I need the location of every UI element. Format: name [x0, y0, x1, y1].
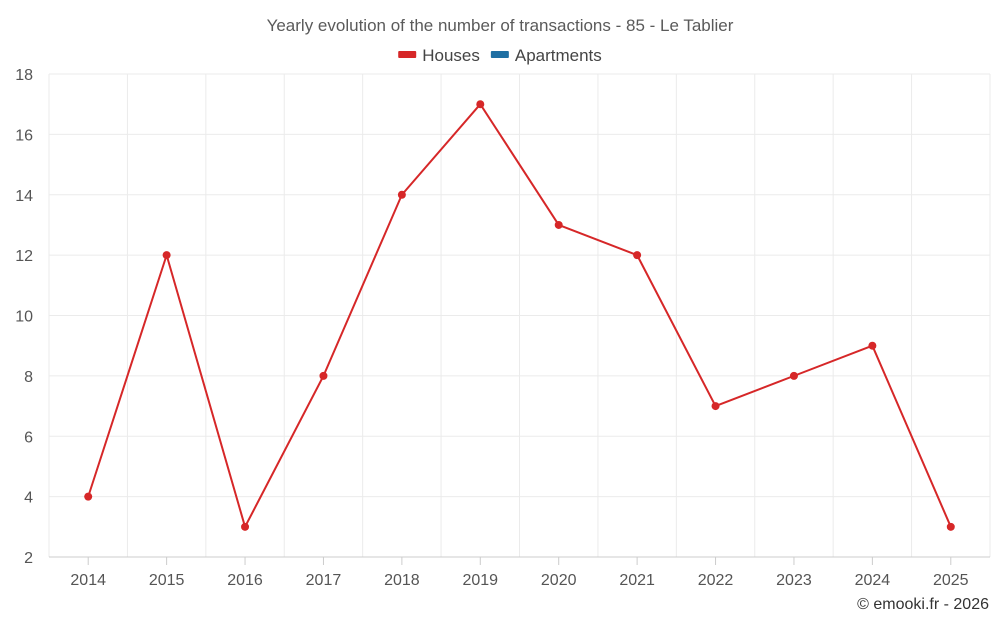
y-tick-label: 2	[24, 550, 33, 567]
data-point-houses[interactable]	[162, 251, 171, 260]
x-tick-label: 2022	[698, 572, 734, 589]
data-point-houses[interactable]	[789, 371, 798, 380]
x-tick-label: 2015	[149, 572, 185, 589]
x-tick-label: 2018	[384, 572, 420, 589]
data-point-houses[interactable]	[946, 522, 955, 531]
y-tick-label: 10	[15, 309, 33, 326]
legend-label: Apartments	[515, 46, 602, 65]
y-tick-label: 14	[15, 188, 33, 205]
chart-title: Yearly evolution of the number of transa…	[267, 16, 734, 35]
data-point-houses[interactable]	[241, 522, 250, 531]
x-tick-label: 2025	[933, 572, 969, 589]
x-tick-label: 2014	[70, 572, 106, 589]
y-tick-label: 8	[24, 369, 33, 386]
legend-label: Houses	[422, 46, 480, 65]
legend: Houses Apartments	[398, 46, 602, 65]
x-tick-label: 2020	[541, 572, 577, 589]
data-point-houses[interactable]	[397, 190, 406, 199]
data-point-houses[interactable]	[868, 341, 877, 350]
credit-text: © emooki.fr - 2026	[857, 596, 989, 613]
x-tick-label: 2019	[462, 572, 498, 589]
data-point-houses[interactable]	[476, 100, 485, 109]
y-tick-label: 16	[15, 127, 33, 144]
grid	[48, 73, 991, 557]
y-tick-label: 12	[15, 248, 33, 265]
y-tick-label: 6	[24, 429, 33, 446]
y-tick-label: 18	[15, 67, 33, 84]
legend-swatch	[490, 51, 509, 58]
legend-item-apartments[interactable]: Apartments	[490, 46, 602, 65]
x-tick-label: 2016	[227, 572, 263, 589]
legend-swatch	[398, 51, 417, 58]
x-tick-label: 2021	[619, 572, 655, 589]
data-point-houses[interactable]	[84, 492, 93, 501]
data-point-houses[interactable]	[554, 220, 563, 229]
data-point-houses[interactable]	[319, 371, 328, 380]
x-tick-label: 2024	[855, 572, 891, 589]
data-point-houses[interactable]	[711, 402, 720, 411]
legend-item-houses[interactable]: Houses	[398, 46, 480, 65]
data-point-houses[interactable]	[633, 251, 642, 260]
x-tick-label: 2023	[776, 572, 812, 589]
series-layer	[84, 100, 955, 531]
y-tick-label: 4	[24, 490, 33, 507]
axes: 2 4 6 8 10 12 14 16 18 2014 2015 2016 2017 2018 2019 20…	[15, 67, 990, 589]
series-line-houses	[87, 103, 952, 528]
x-tick-label: 2017	[306, 572, 342, 589]
